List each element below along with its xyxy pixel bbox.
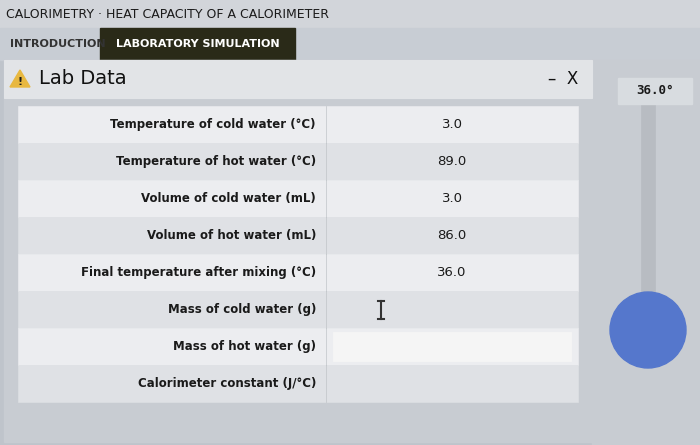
Text: –  X: – X — [547, 70, 578, 88]
Bar — [18, 217, 578, 254]
Bar — [641, 104, 655, 294]
Text: 89.0: 89.0 — [438, 155, 467, 168]
Text: CALORIMETRY · HEAT CAPACITY OF A CALORIMETER: CALORIMETRY · HEAT CAPACITY OF A CALORIM… — [6, 8, 329, 20]
Text: Temperature of cold water (°C): Temperature of cold water (°C) — [111, 118, 316, 131]
Bar — [18, 106, 578, 143]
Bar — [18, 143, 578, 180]
Text: 3.0: 3.0 — [442, 192, 463, 205]
Bar — [18, 365, 578, 402]
Bar — [4, 60, 592, 98]
Text: Volume of cold water (mL): Volume of cold water (mL) — [141, 192, 316, 205]
Bar — [18, 254, 578, 291]
Text: 36.0°: 36.0° — [636, 85, 673, 97]
Text: Final temperature after mixing (°C): Final temperature after mixing (°C) — [81, 266, 316, 279]
Bar — [18, 291, 578, 328]
Text: !: ! — [18, 77, 22, 87]
Bar — [592, 60, 700, 445]
Text: LABORATORY SIMULATION: LABORATORY SIMULATION — [116, 39, 279, 49]
Bar — [618, 78, 692, 104]
Text: Temperature of hot water (°C): Temperature of hot water (°C) — [116, 155, 316, 168]
Bar — [334, 333, 570, 360]
Polygon shape — [10, 70, 30, 87]
Text: Volume of hot water (mL): Volume of hot water (mL) — [146, 229, 316, 242]
Bar — [100, 28, 295, 60]
Text: Calorimeter constant (J/°C): Calorimeter constant (J/°C) — [138, 377, 316, 390]
Text: 86.0: 86.0 — [438, 229, 467, 242]
Bar — [18, 180, 578, 217]
Text: 36.0: 36.0 — [438, 266, 467, 279]
Text: INTRODUCTION: INTRODUCTION — [10, 39, 106, 49]
Bar — [18, 328, 578, 365]
Circle shape — [610, 292, 686, 368]
Bar — [0, 28, 700, 60]
Text: Lab Data: Lab Data — [39, 69, 127, 89]
Text: Mass of cold water (g): Mass of cold water (g) — [167, 303, 316, 316]
Bar — [0, 0, 700, 28]
Text: Mass of hot water (g): Mass of hot water (g) — [173, 340, 316, 353]
Bar — [4, 60, 592, 442]
Text: 3.0: 3.0 — [442, 118, 463, 131]
